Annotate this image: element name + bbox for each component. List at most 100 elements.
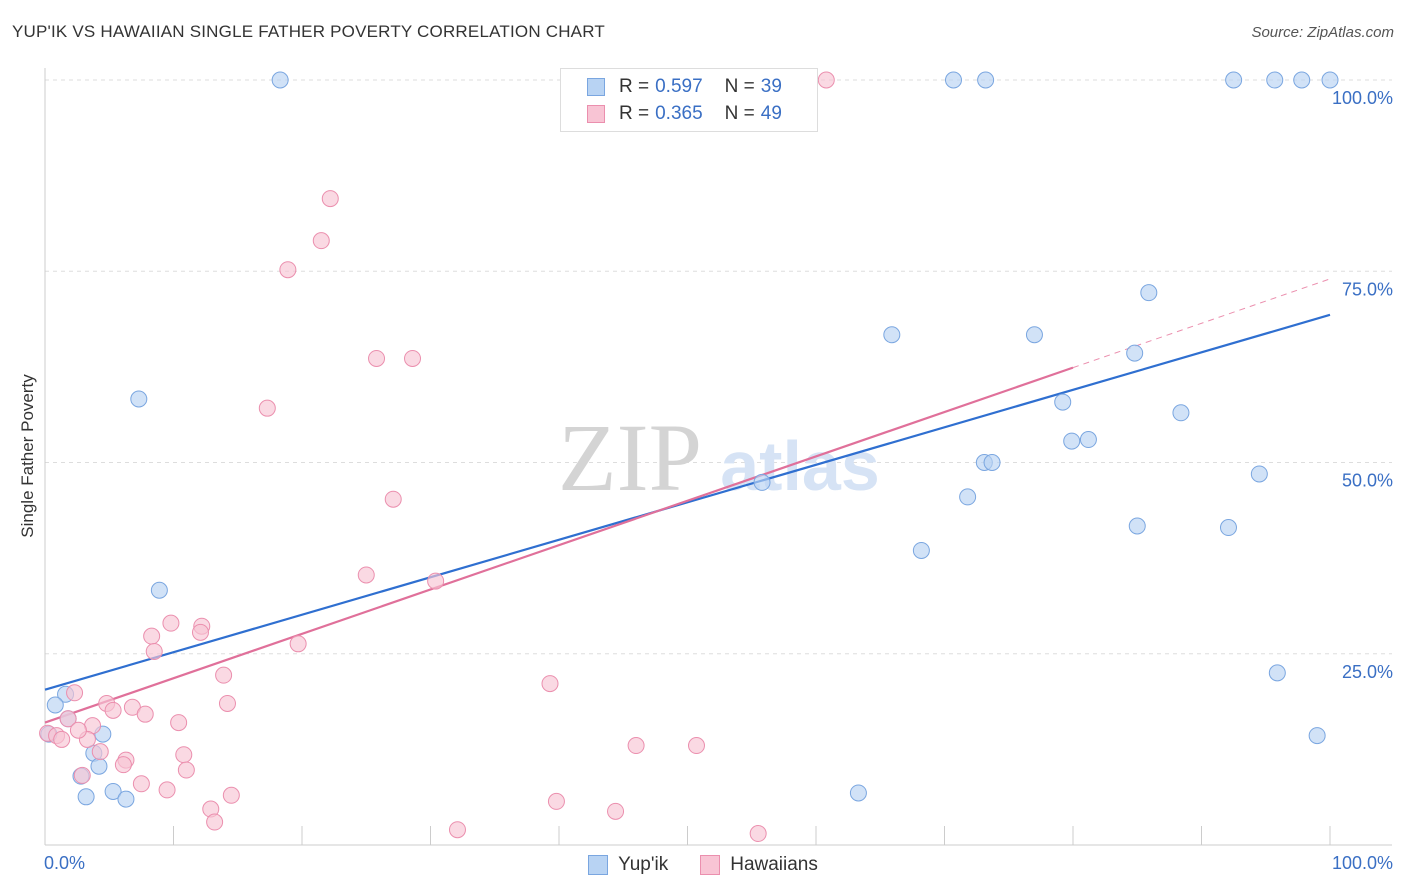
yupik-point: [77, 788, 95, 806]
hawaiian-point: [143, 627, 161, 645]
gridlines: [45, 79, 1392, 655]
hawaiian-point: [321, 190, 339, 208]
hawaiian-point: [222, 786, 240, 804]
yupik-point: [912, 541, 930, 559]
bottom-legend-yupik: Yup'ik: [588, 854, 668, 876]
hawaiian-point: [607, 802, 625, 820]
hawaiian-point: [687, 737, 705, 755]
yupik-point: [1054, 393, 1072, 411]
y-axis-label: Single Father Poverty: [18, 374, 37, 538]
hawaiian-point: [66, 684, 84, 702]
hawaiian-point: [162, 614, 180, 632]
yupik-point: [1126, 344, 1144, 362]
bottom-legend: Yup'ik Hawaiians: [0, 852, 1406, 878]
legend-n-value-hawaiian: 49: [760, 103, 782, 124]
yupik-point: [944, 71, 962, 89]
hawaiian-point: [215, 666, 233, 684]
hawaiian-point: [547, 792, 565, 810]
watermark-atlas: atlas: [720, 427, 880, 505]
hawaiian-point: [541, 675, 559, 693]
yupik-point: [959, 488, 977, 506]
hawaiian-trend-extension: [1072, 278, 1331, 369]
bottom-legend-swatch-yupik: [588, 855, 609, 875]
hawaiian-point: [132, 775, 150, 793]
yupik-point: [983, 454, 1001, 471]
hawaiian-point: [104, 701, 122, 719]
hawaiian-point: [175, 746, 193, 764]
y-tick-label: 25.0%: [1342, 662, 1393, 682]
yupik-point: [1025, 326, 1043, 344]
yupik-point: [1225, 71, 1243, 89]
x-tick-label: 0.0%: [44, 853, 85, 873]
bottom-legend-label-yupik: Yup'ik: [618, 854, 669, 875]
hawaiian-point: [91, 743, 109, 761]
legend-r-label: R =: [619, 103, 650, 124]
hawaiian-point: [749, 825, 767, 843]
legend-r-value-yupik: 0.597: [655, 76, 703, 97]
hawaiian-trend-line: [44, 366, 1074, 724]
hawaiian-point: [312, 232, 330, 250]
hawaiian-point: [73, 766, 91, 784]
hawaiian-point: [206, 813, 224, 831]
legend-n-label: N =: [724, 103, 755, 124]
hawaiian-point: [357, 566, 375, 584]
yupik-point: [271, 71, 289, 89]
yupik-point: [1140, 284, 1158, 302]
yupik-point: [883, 326, 901, 344]
hawaiian-point: [817, 71, 835, 89]
y-tick-label: 75.0%: [1342, 279, 1393, 299]
legend-row-yupik: R = 0.597 N = 39: [587, 75, 782, 99]
hawaiian-point: [191, 623, 209, 641]
yupik-point: [130, 390, 148, 408]
hawaiian-point: [404, 349, 422, 367]
yupik-point: [977, 71, 995, 89]
hawaiian-point: [177, 761, 195, 779]
hawaiian-point: [170, 714, 188, 732]
yupik-point: [753, 473, 771, 491]
hawaiian-point: [279, 261, 297, 279]
chart-title: YUP'IK VS HAWAIIAN SINGLE FATHER POVERTY…: [12, 22, 605, 41]
legend-r-value-hawaiian: 0.365: [655, 103, 703, 124]
legend-swatch-hawaiian: [587, 105, 605, 123]
hawaiian-point: [158, 781, 176, 799]
hawaiian-point: [427, 572, 445, 590]
yupik-point: [1250, 465, 1268, 483]
trend-lines: [44, 278, 1331, 724]
yupik-point: [1321, 71, 1339, 89]
hawaiian-point: [69, 721, 87, 739]
yupik-trend-line: [44, 313, 1331, 691]
yupik-point: [150, 581, 168, 599]
yupik-point: [1219, 519, 1237, 537]
hawaiian-point: [145, 642, 163, 660]
yupik-point: [849, 784, 867, 802]
bottom-legend-label-hawaiian: Hawaiians: [730, 854, 818, 875]
hawaiian-point: [448, 821, 466, 839]
yupik-point: [90, 757, 108, 775]
watermark-zip: ZIP: [558, 404, 702, 511]
yupik-point: [117, 790, 135, 808]
watermark: ZIP atlas: [558, 404, 880, 511]
yupik-point: [46, 696, 64, 714]
legend-r-label: R =: [619, 76, 650, 97]
yupik-point: [1268, 664, 1286, 682]
yupik-point: [104, 782, 122, 800]
hawaiian-point: [289, 635, 307, 653]
hawaiian-point: [627, 737, 645, 755]
yupik-point: [1079, 431, 1097, 449]
data-points: [39, 71, 1339, 843]
hawaiian-point: [258, 399, 276, 417]
hawaiian-point: [368, 349, 386, 367]
tick-labels: 25.0% 50.0% 75.0% 100.0% 0.0% 100.0%: [44, 88, 1393, 873]
yupik-point: [1128, 517, 1146, 535]
hawaiian-point: [59, 710, 77, 728]
hawaiian-point: [218, 694, 236, 712]
legend-n-value-yupik: 39: [760, 76, 782, 97]
y-tick-label: 100.0%: [1332, 88, 1393, 108]
yupik-point: [1293, 71, 1311, 89]
bottom-legend-swatch-hawaiian: [700, 855, 721, 875]
legend-row-hawaiian: R = 0.365 N = 49: [587, 102, 782, 126]
yupik-point: [1308, 727, 1326, 745]
axes: [44, 68, 1392, 846]
source-label: Source: ZipAtlas.com: [1251, 24, 1394, 41]
